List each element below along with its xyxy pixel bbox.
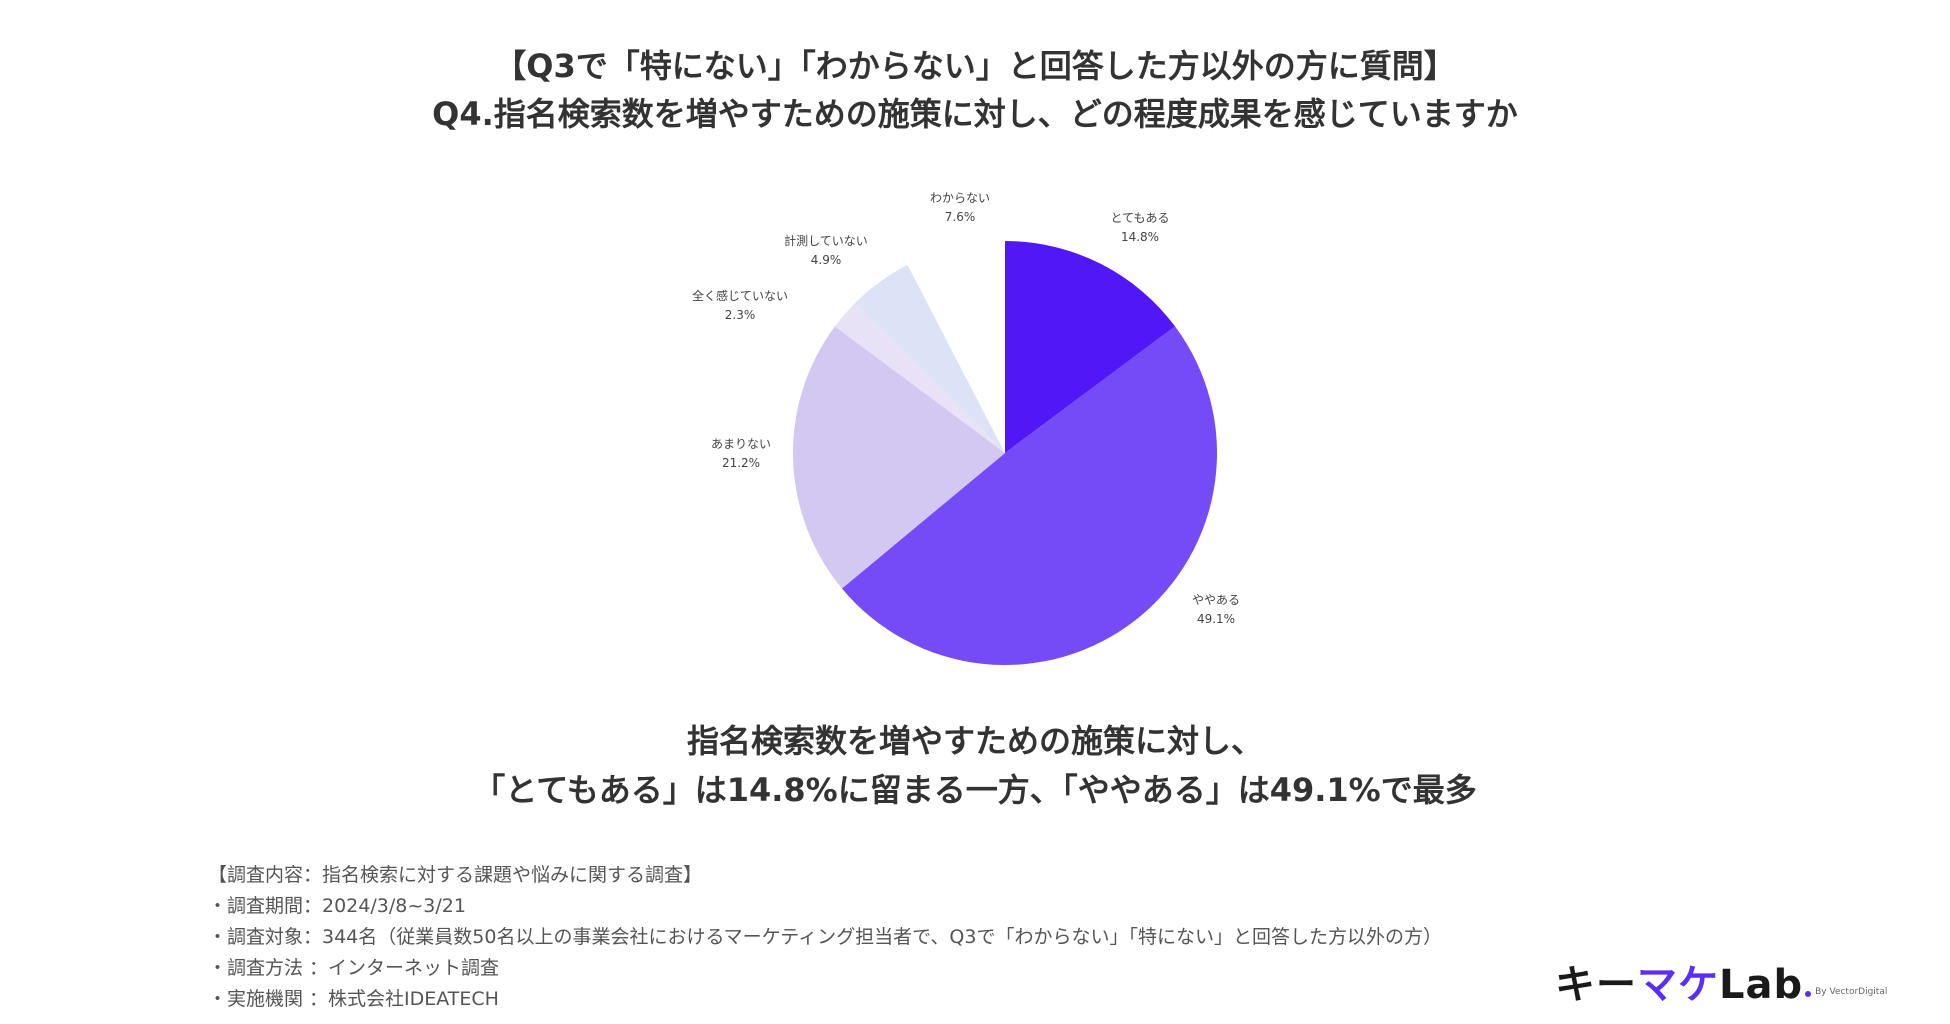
slice-value-label: 4.9% [811,253,842,267]
slice-label: とてもある [1110,211,1169,225]
logo-dot-icon [1805,991,1812,997]
logo-text: キーマケLab [1555,962,1804,1008]
logo-byline: By VectorDigital [1815,987,1888,997]
slice-value-label: 21.2% [722,456,760,470]
pie-slice [854,264,1005,453]
survey-notes: 【調査内容：指名検索に対する課題や悩みに関する調査】 ・調査期間：2024/3/… [208,860,1442,1015]
slice-label: ややある [1192,593,1240,607]
slice-label: 全く感じていない [692,288,788,303]
brand-logo: キーマケLab By VectorDigital [1555,957,1887,1007]
chart-title: 【Q3で「特にない」「わからない」と回答した方以外の方に質問】 Q4.指名検索数… [0,42,1950,138]
slice-value-label: 7.6% [945,210,976,224]
pie-slice [907,241,1005,453]
note-line: ・調査期間：2024/3/8~3/21 [208,895,466,917]
title-line-2: Q4.指名検索数を増やすための施策に対し、どの程度成果を感じていますか [432,95,1518,133]
note-line: 【調査内容：指名検索に対する課題や悩みに関する調査】 [208,864,703,886]
note-line: ・実施機関 ：株式会社IDEATECH [208,988,499,1010]
slice-label: わからない [930,191,990,205]
slice-label: 計測していない [784,233,868,248]
pie-chart: とてもある 14.8% ややある 49.1% あまりない 21.2% 全く感じていない 2.3… [692,191,1240,666]
summary-line-2: 「とてもある」は14.8%に留まる一方、「ややある」は49.1%で最多 [473,771,1477,809]
note-line: ・調査対象：344名（従業員数50名以上の事業会社におけるマーケティング担当者で… [208,926,1442,948]
slice-value-label: 14.8% [1121,230,1159,244]
slice-label: あまりない [711,437,771,451]
note-line: ・調査方法 ：インターネット調査 [208,957,500,979]
pie-slice [793,326,1005,589]
summary-text: 指名検索数を増やすための施策に対し、 「とてもある」は14.8%に留まる一方、「… [0,717,1950,815]
summary-line-1: 指名検索数を増やすための施策に対し、 [686,722,1263,760]
title-line-1: 【Q3で「特にない」「わからない」と回答した方以外の方に質問】 [494,47,1456,85]
pie-slice [841,326,1218,666]
pie-slice [834,303,1005,453]
slice-value-label: 2.3% [725,308,756,322]
pie-slice [1005,241,1176,453]
slice-value-label: 49.1% [1197,612,1235,626]
